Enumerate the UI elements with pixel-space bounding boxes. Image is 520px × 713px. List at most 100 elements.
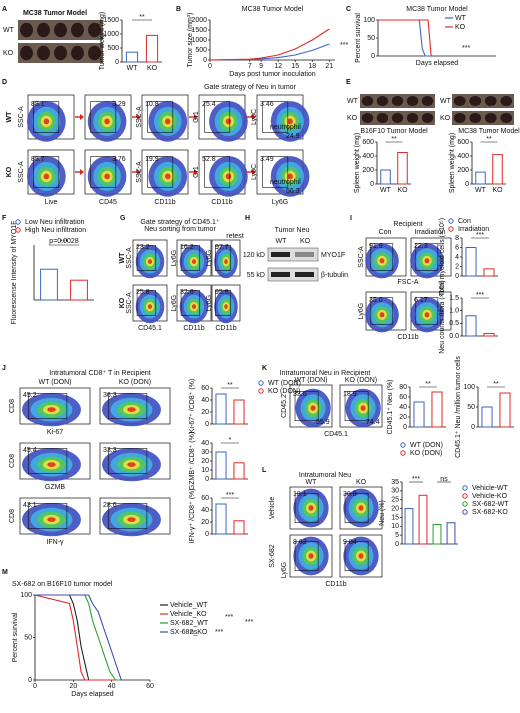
- y-tick-label: 0: [371, 53, 375, 60]
- series-line: [378, 19, 432, 57]
- photo: [452, 111, 514, 125]
- y-axis-label: CD45.1⁺ Neu /million tumor cells: [455, 356, 462, 458]
- gate-value: 18.9: [343, 391, 357, 398]
- panel-label: B: [176, 6, 181, 13]
- gate: [415, 243, 439, 271]
- legend-label: KO (DON): [268, 388, 300, 395]
- gate-value: 22.3: [414, 243, 428, 250]
- gate: [136, 245, 157, 271]
- tumor: [88, 22, 101, 38]
- label: FSC-A: [398, 279, 419, 286]
- y-tick-label: 0: [455, 273, 459, 280]
- y-tick-label: 1.0: [449, 308, 459, 315]
- gate-value: 8.62: [293, 539, 307, 546]
- label: IFN-γ: [46, 539, 64, 546]
- gate-value: 3.29: [112, 101, 126, 108]
- label: β-tubulin: [321, 272, 348, 279]
- y-tick-label: 200: [457, 167, 469, 174]
- gate-value: 23.2: [136, 244, 150, 251]
- y-tick-label: 600: [457, 139, 469, 146]
- y-axis-label: Spleen weight (mg): [354, 133, 361, 193]
- label: Irradiation: [414, 229, 445, 236]
- label: Ki-67: [47, 429, 63, 436]
- legend-label: Low Neu infiltration: [25, 219, 85, 226]
- gate-value: 97.7: [215, 244, 229, 251]
- bar: [418, 494, 428, 545]
- arrow-head: [194, 169, 198, 175]
- y-tick-label: 25: [391, 497, 399, 504]
- label: KO: [440, 115, 451, 122]
- density: [127, 462, 136, 467]
- label: GZMB: [45, 484, 66, 491]
- label: Live: [45, 199, 58, 206]
- tumor: [453, 112, 466, 124]
- tumor: [500, 95, 513, 107]
- gate-value: 91.9: [369, 243, 383, 250]
- gate-value: 74.4: [366, 419, 380, 426]
- series-line: [35, 594, 122, 681]
- tumor: [391, 95, 404, 107]
- y-tick-label: 1.5: [449, 295, 459, 302]
- gate-value: 33.3: [103, 447, 117, 454]
- density: [104, 118, 110, 125]
- gate: [204, 156, 231, 188]
- legend-label: WT (DON): [410, 442, 443, 449]
- label: CD11b: [325, 581, 346, 588]
- gate: [370, 243, 394, 271]
- significance: *: [229, 437, 232, 444]
- legend-swatch: [258, 388, 264, 394]
- x-tick-label: 0: [208, 63, 212, 70]
- y-tick-label: 0: [203, 57, 207, 64]
- arrow-head: [194, 114, 198, 120]
- label: SSC-A: [136, 161, 143, 183]
- label: SSC-A: [358, 246, 365, 268]
- density: [287, 118, 293, 125]
- gate: [90, 101, 117, 133]
- y-tick-label: 200: [362, 167, 374, 174]
- series-line: [209, 28, 330, 61]
- label: neutrophil: [270, 179, 301, 186]
- y-axis-label: Neu (%): [379, 500, 386, 526]
- bar: [465, 247, 477, 277]
- gate: [370, 297, 394, 325]
- gate-value: 32.6: [180, 289, 194, 296]
- label: WT: [6, 111, 13, 123]
- y-tick-label: 60: [201, 385, 209, 392]
- gate-value: 3.46: [260, 101, 274, 108]
- label: KO (DON): [119, 379, 151, 386]
- legend-label: High Neu infiltration: [25, 227, 86, 234]
- arrow-head: [80, 114, 84, 120]
- density: [147, 259, 153, 264]
- label: SSC-A: [126, 292, 133, 314]
- y-tick-label: 0: [403, 424, 407, 431]
- y-axis-label: Percent survival: [12, 612, 19, 662]
- tumor: [54, 45, 67, 61]
- density: [224, 259, 228, 264]
- density: [224, 304, 228, 309]
- label: Intratumoral Neu in Recipient: [280, 370, 371, 377]
- gate-value: 45.2: [23, 392, 37, 399]
- label: Vehicle: [269, 497, 276, 520]
- density: [165, 173, 171, 180]
- y-tick-label: 10: [391, 523, 399, 530]
- y-tick-label: 20: [201, 519, 209, 526]
- label: SSC-A: [18, 161, 25, 183]
- label: Neu sorting from tumor: [144, 226, 216, 233]
- y-tick-label: 20: [201, 409, 209, 416]
- tumor: [469, 112, 482, 124]
- gate: [33, 101, 60, 133]
- chart-title: MC38 Tumor Model: [242, 6, 304, 13]
- bar: [475, 171, 486, 185]
- y-axis-label: Spleen weight (mg): [449, 133, 456, 193]
- legend-swatch: [400, 450, 406, 456]
- gate-value: 25.8: [136, 289, 150, 296]
- y-tick-label: 100: [363, 17, 375, 24]
- label: Ly6G: [206, 250, 213, 266]
- y-tick-label: 40: [201, 507, 209, 514]
- panel-label: M: [2, 569, 8, 576]
- bar: [145, 34, 159, 63]
- tumor: [484, 95, 497, 107]
- panel-label: G: [120, 215, 126, 222]
- gate-value: 56.3: [286, 188, 300, 195]
- arrow-head: [137, 169, 141, 175]
